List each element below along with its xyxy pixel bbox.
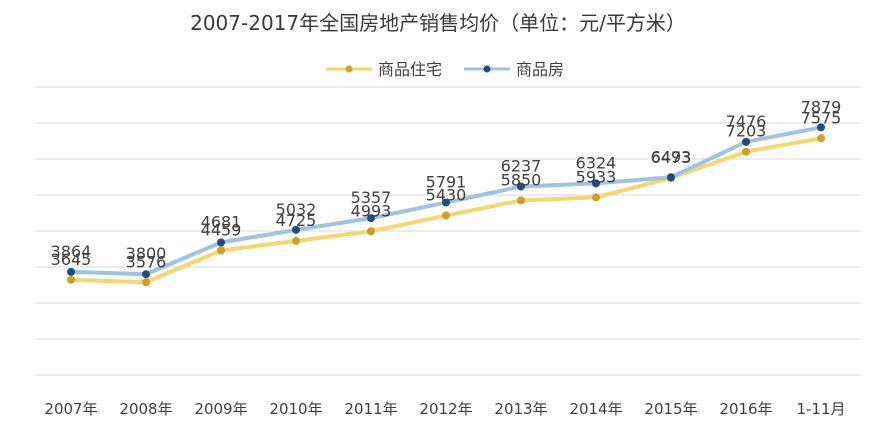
x-tick-label: 2011年 bbox=[344, 400, 397, 418]
data-label: 7879 bbox=[801, 97, 842, 116]
data-label: 3864 bbox=[51, 242, 92, 261]
data-label: 5791 bbox=[426, 173, 467, 192]
data-label: 4681 bbox=[201, 212, 242, 231]
data-point bbox=[592, 193, 600, 202]
data-point bbox=[742, 137, 750, 146]
data-label: 6237 bbox=[501, 156, 542, 175]
data-point bbox=[292, 236, 300, 245]
data-point bbox=[742, 147, 750, 156]
data-point bbox=[142, 270, 150, 279]
legend-item-0: 商品住宅 bbox=[326, 60, 442, 79]
data-label: 3576 bbox=[126, 252, 167, 271]
data-label: 4459 bbox=[201, 220, 242, 239]
data-label: 3645 bbox=[51, 250, 92, 269]
data-label: 6473 bbox=[651, 148, 692, 167]
data-label: 5032 bbox=[276, 200, 317, 219]
legend-marker-1 bbox=[483, 65, 491, 73]
data-label: 6493 bbox=[651, 147, 692, 166]
x-tick-label: 2012年 bbox=[419, 400, 472, 418]
data-label: 4725 bbox=[276, 211, 317, 230]
data-label: 4993 bbox=[351, 201, 392, 220]
data-point bbox=[667, 173, 675, 182]
x-tick-label: 2010年 bbox=[269, 400, 322, 418]
legend-marker-0 bbox=[345, 65, 353, 73]
data-label: 3800 bbox=[126, 244, 167, 263]
data-label: 7476 bbox=[726, 112, 767, 131]
data-point bbox=[367, 214, 375, 223]
series-markers bbox=[67, 123, 825, 287]
data-point bbox=[67, 275, 75, 284]
legend-label-1: 商品房 bbox=[516, 60, 564, 79]
data-point bbox=[817, 123, 825, 132]
x-tick-label: 1-11月 bbox=[796, 400, 845, 418]
legend-item-1: 商品房 bbox=[464, 60, 564, 79]
chart-title: 2007-2017年全国房地产销售均价（单位：元/平方米） bbox=[190, 11, 686, 35]
data-label: 5357 bbox=[351, 188, 392, 207]
data-point bbox=[442, 198, 450, 207]
data-point bbox=[217, 238, 225, 247]
data-point bbox=[592, 179, 600, 188]
x-tick-label: 2009年 bbox=[194, 400, 247, 418]
x-tick-label: 2013年 bbox=[494, 400, 547, 418]
data-label: 5933 bbox=[576, 167, 617, 186]
data-point bbox=[142, 278, 150, 287]
x-tick-label: 2014年 bbox=[569, 400, 622, 418]
data-point bbox=[817, 134, 825, 143]
gridlines bbox=[36, 86, 860, 376]
data-label: 6324 bbox=[576, 153, 617, 172]
x-tick-label: 2008年 bbox=[119, 400, 172, 418]
data-label: 5850 bbox=[501, 170, 542, 189]
data-point bbox=[67, 267, 75, 276]
legend-label-0: 商品住宅 bbox=[378, 60, 442, 79]
data-label: 7203 bbox=[726, 122, 767, 141]
data-point bbox=[217, 246, 225, 255]
data-labels: 3645 3576 4459 4725 4993 5430 5850 5933 6473 7203… bbox=[51, 97, 842, 271]
data-point bbox=[517, 196, 525, 205]
data-point bbox=[517, 182, 525, 191]
data-label: 5430 bbox=[426, 186, 467, 205]
data-point bbox=[442, 211, 450, 220]
legend: 商品住宅 商品房 bbox=[326, 60, 564, 79]
data-point bbox=[367, 227, 375, 236]
x-tick-label: 2016年 bbox=[719, 400, 772, 418]
x-axis-ticks: 2007年 2008年 2009年 2010年 2011年 2012年 2013年 2014年… bbox=[44, 400, 845, 418]
data-label: 7575 bbox=[801, 108, 842, 127]
x-tick-label: 2015年 bbox=[644, 400, 697, 418]
data-point bbox=[292, 225, 300, 234]
x-tick-label: 2007年 bbox=[44, 400, 97, 418]
